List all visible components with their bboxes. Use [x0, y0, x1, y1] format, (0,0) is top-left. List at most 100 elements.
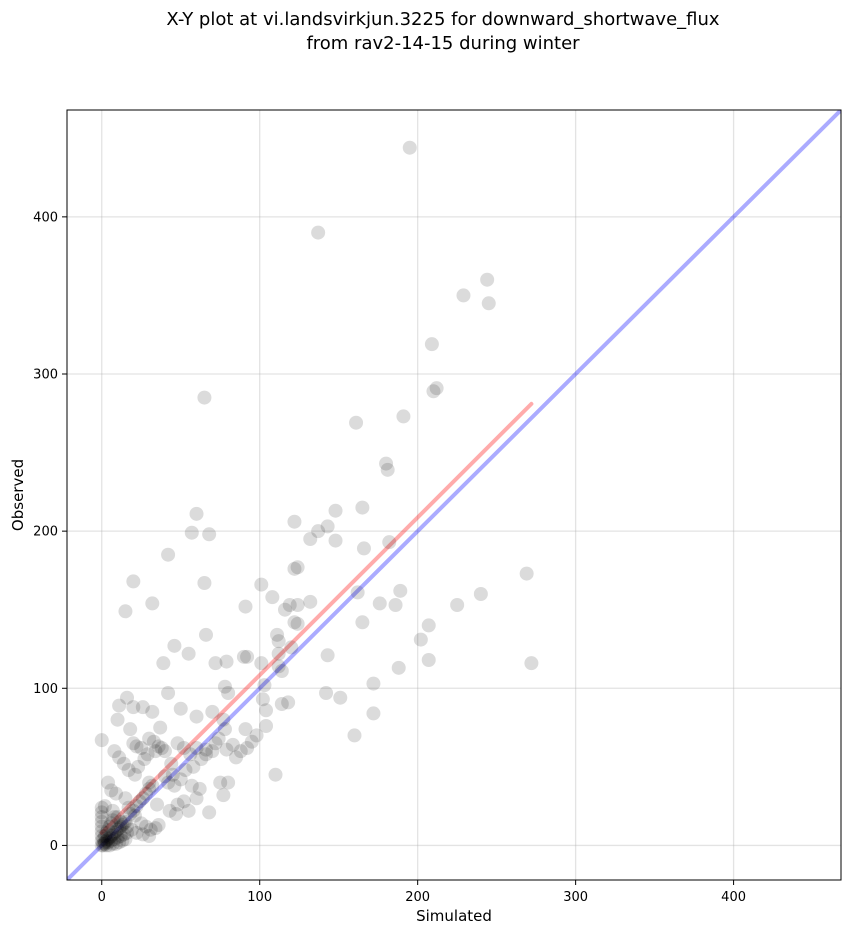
data-point [421, 618, 436, 633]
data-point [181, 803, 196, 818]
data-point [96, 836, 111, 851]
data-point [135, 700, 150, 715]
data-point [107, 832, 122, 847]
data-point [148, 821, 163, 836]
x-tick-label: 300 [563, 890, 588, 905]
data-point [216, 788, 231, 803]
data-point [150, 797, 165, 812]
data-point [259, 719, 274, 733]
data-point [127, 767, 142, 782]
data-point [116, 827, 131, 842]
data-point [366, 706, 381, 721]
data-point [94, 824, 109, 839]
data-point [205, 704, 220, 719]
data-point [135, 827, 150, 842]
data-point [287, 561, 302, 576]
data-point [184, 525, 199, 540]
data-point [366, 676, 381, 691]
data-point [157, 744, 172, 759]
data-point [108, 786, 123, 801]
data-point [96, 838, 111, 853]
data-point [240, 649, 255, 664]
data-point [290, 560, 305, 575]
data-point [102, 838, 117, 853]
data-point [217, 679, 232, 694]
data-point [189, 709, 204, 724]
data-point [94, 829, 109, 843]
data-point [421, 653, 436, 667]
data-point [162, 803, 177, 818]
data-point [221, 775, 236, 790]
data-point [161, 686, 176, 700]
data-point [236, 649, 251, 664]
data-point [145, 778, 160, 793]
data-point [102, 830, 117, 845]
data-point [142, 731, 157, 746]
data-point [217, 722, 232, 737]
data-point [94, 810, 109, 825]
data-point [194, 752, 209, 766]
data-point [202, 527, 217, 542]
data-point [199, 742, 214, 757]
data-point [391, 660, 406, 675]
data-point [189, 506, 204, 521]
data-point [356, 541, 371, 556]
data-point [94, 814, 109, 829]
data-point [129, 799, 144, 814]
data-point [274, 697, 289, 711]
data-point [219, 654, 234, 669]
data-point [199, 747, 214, 762]
data-point [108, 824, 123, 839]
data-point [112, 698, 127, 713]
data-point [105, 813, 120, 828]
data-point [142, 775, 157, 790]
data-point [208, 656, 223, 671]
data-point [167, 638, 182, 653]
data-point [101, 822, 116, 837]
x-axis-label: Simulated [416, 907, 492, 925]
data-point [113, 814, 128, 829]
data-point [148, 744, 163, 759]
data-point [99, 838, 114, 853]
data-point [94, 819, 109, 834]
data-point [393, 583, 408, 598]
data-point [140, 747, 155, 762]
data-point [219, 742, 234, 757]
data-point [382, 535, 397, 550]
data-point [99, 833, 114, 848]
y-tick-label: 300 [33, 368, 58, 383]
data-point [184, 778, 199, 793]
data-point [110, 830, 125, 845]
data-point [249, 728, 264, 743]
plot-frame [66, 109, 842, 881]
data-point [151, 739, 166, 754]
data-points [94, 140, 539, 853]
data-point [270, 627, 285, 642]
y-tick-label: 200 [33, 525, 58, 540]
data-point [143, 822, 158, 837]
data-point [97, 836, 112, 851]
data-point [480, 272, 495, 287]
data-point [138, 786, 153, 801]
data-point [118, 832, 133, 847]
data-point [244, 734, 259, 749]
data-point [101, 832, 116, 847]
data-point [146, 734, 161, 749]
data-point [189, 791, 204, 806]
data-point [197, 576, 212, 590]
data-point [115, 818, 130, 832]
data-point [110, 822, 125, 837]
data-point [396, 409, 411, 424]
data-point [328, 533, 343, 548]
data-point [110, 810, 125, 825]
data-point [97, 829, 112, 843]
data-point [129, 739, 144, 754]
data-point [123, 807, 138, 821]
data-point [481, 296, 496, 311]
data-point [126, 803, 141, 818]
data-point [183, 747, 198, 762]
data-point [105, 836, 120, 851]
data-point [197, 390, 212, 405]
y-tick-label: 0 [50, 839, 58, 854]
data-point [268, 767, 283, 782]
